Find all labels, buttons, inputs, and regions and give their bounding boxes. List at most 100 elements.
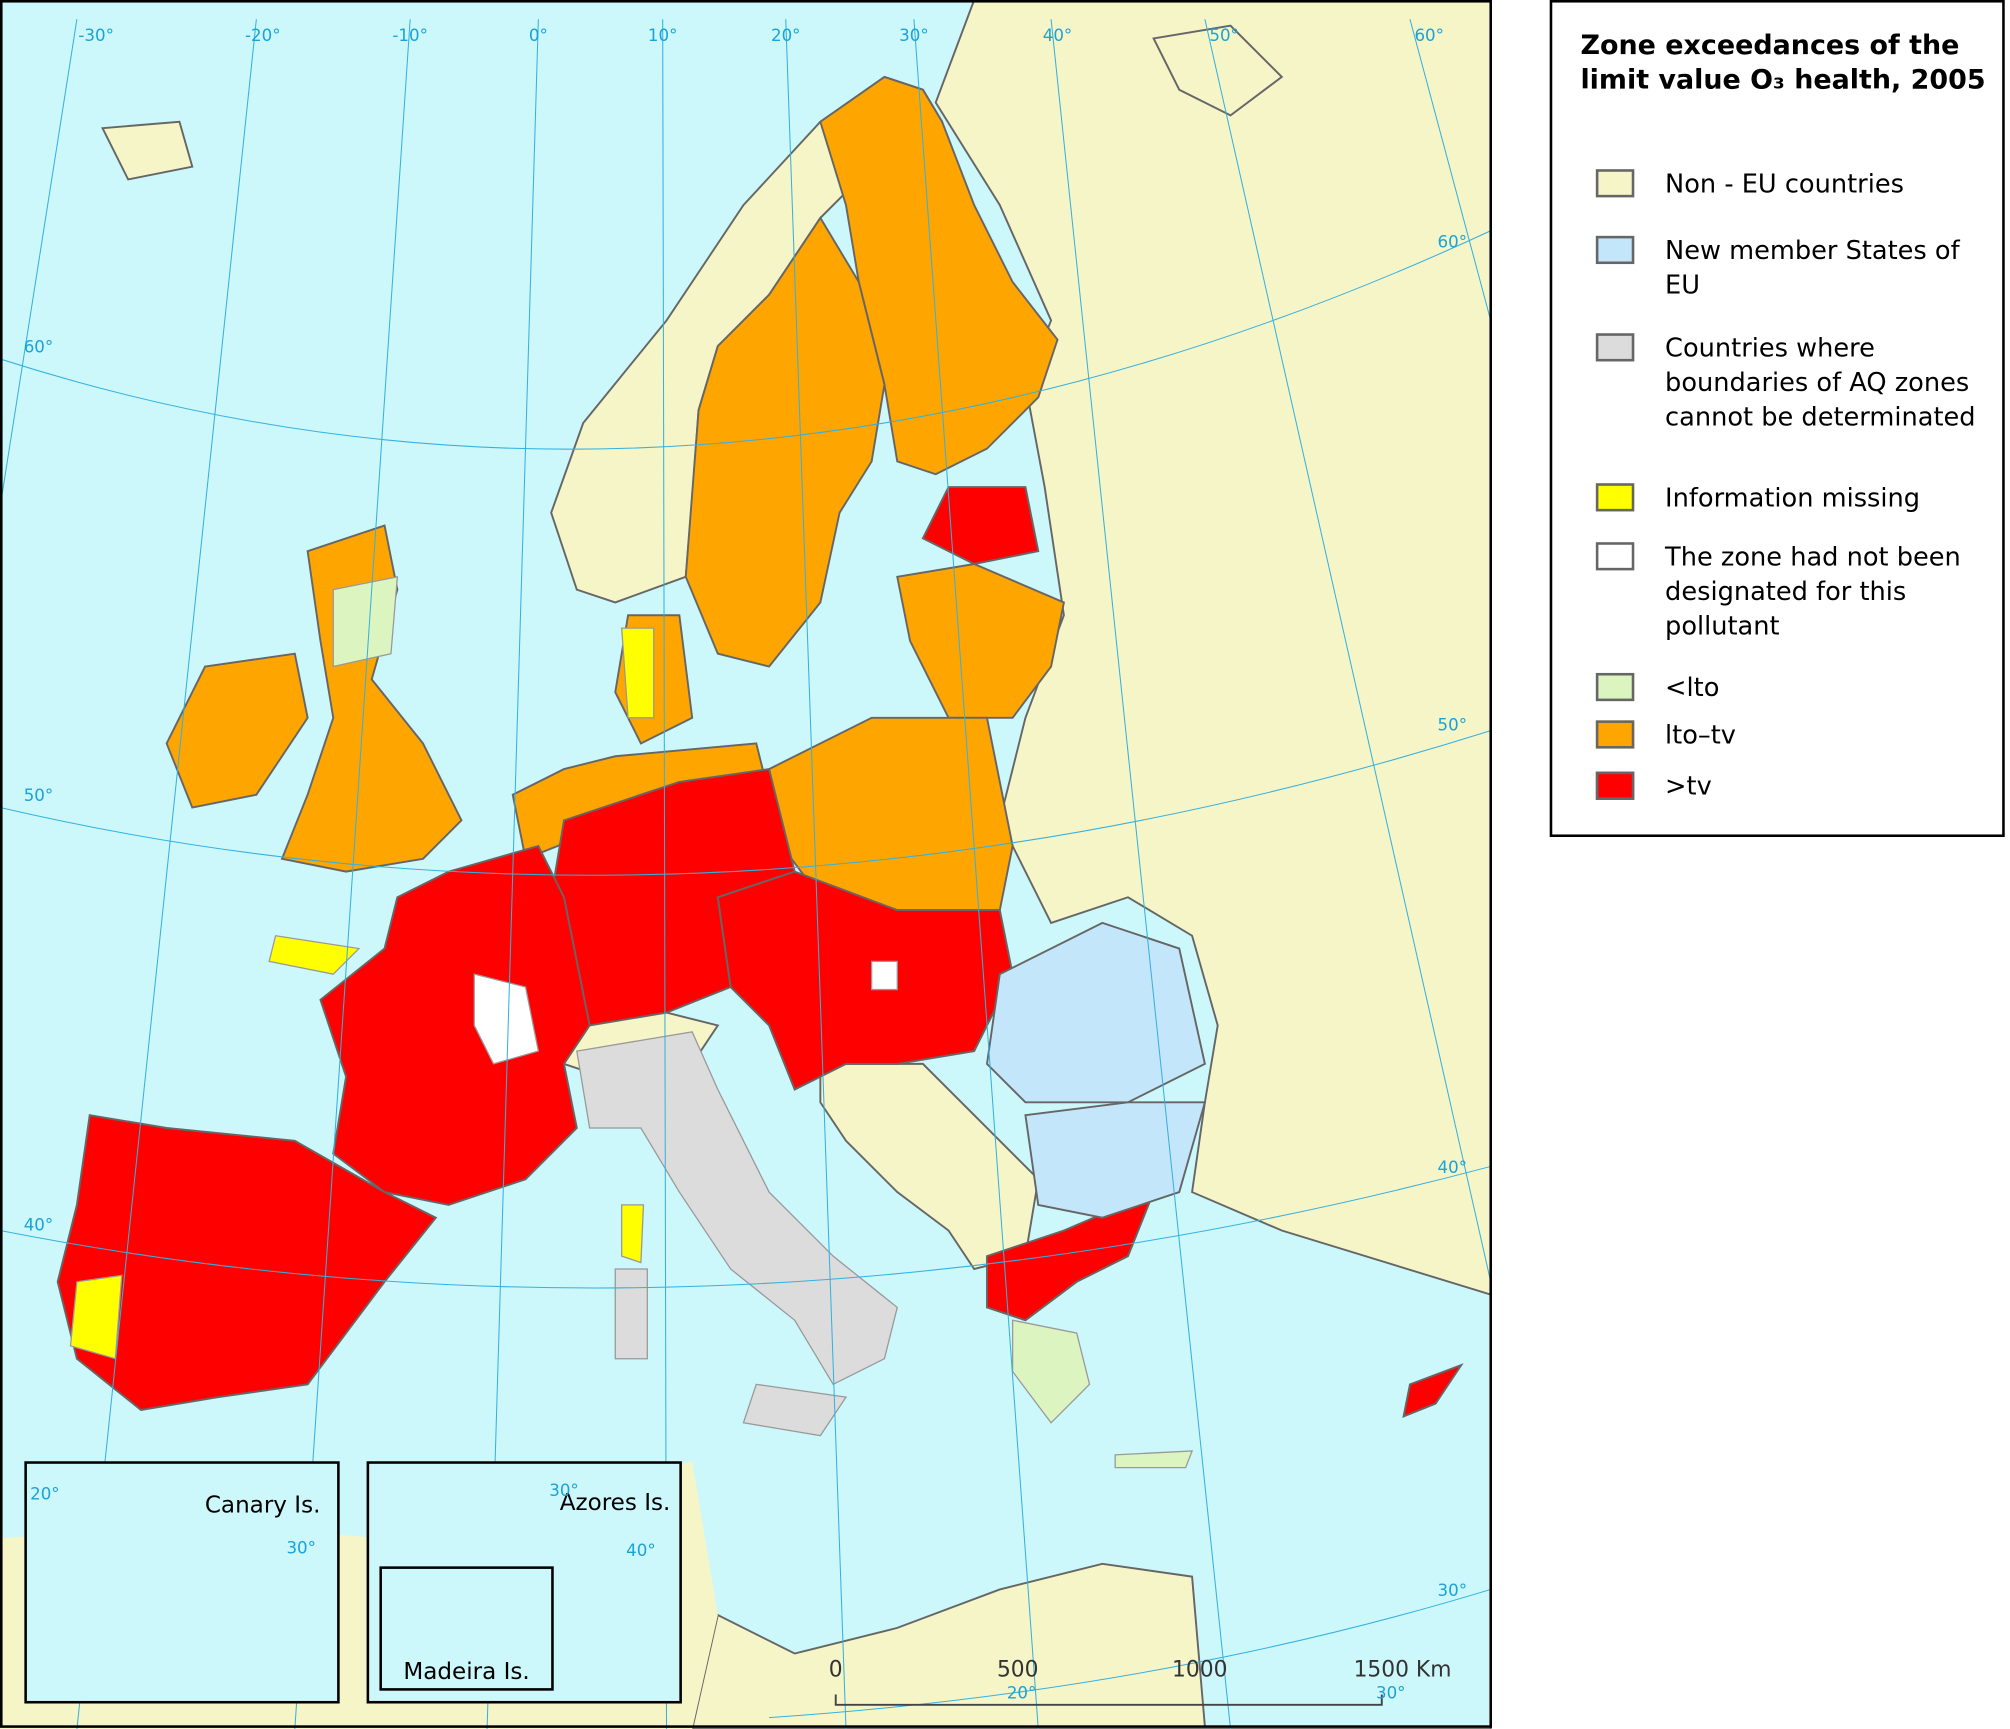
legend-label: New member States of EU: [1665, 234, 1960, 300]
inset-name: Madeira Is.: [403, 1659, 529, 1685]
graticule-shape: [0, 730, 1491, 876]
legend-swatch: [1595, 542, 1635, 571]
graticule-label: 30°: [899, 26, 929, 45]
graticule-label: -30°: [78, 26, 114, 45]
non-eu-land-shape: [1152, 24, 1284, 117]
graticule-label: 50°: [1438, 716, 1468, 735]
undetermined-zone-shape: [614, 1268, 648, 1360]
undetermined-zone-shape: [742, 1383, 848, 1437]
legend-swatch: [1595, 771, 1635, 800]
insets: [24, 1461, 682, 1704]
legend-title: Zone exceedances of the limit value O₃ h…: [1580, 29, 1986, 95]
new-member-states: [985, 921, 1207, 1219]
legend-swatch: [1595, 720, 1635, 749]
graticule-label: -20°: [245, 26, 281, 45]
graticule-label: 20°: [30, 1485, 60, 1504]
graticule-label: 40°: [1043, 26, 1073, 45]
legend-swatch: [1595, 333, 1635, 362]
inset-shape: [24, 1461, 340, 1704]
lto-tv-zones: [165, 75, 1065, 912]
legend-label: >tv: [1665, 770, 1712, 802]
undesignated-zone-shape: [473, 973, 540, 1065]
scale-label: 1000: [1172, 1658, 1227, 1683]
lto-zones: [332, 576, 1194, 1469]
legend-swatch: [1595, 169, 1635, 198]
graticule-label: 60°: [24, 337, 54, 356]
map-frame: [0, 0, 1493, 1728]
legend: Zone exceedances of the limit value O₃ h…: [1549, 0, 2005, 838]
legend-label: Countries where boundaries of AQ zones c…: [1665, 331, 1976, 432]
lto-zone-shape: [332, 576, 399, 668]
undetermined-zone-shape: [576, 1031, 898, 1386]
lto-zone-shape: [1011, 1319, 1091, 1424]
missing-info-zone-shape: [268, 934, 361, 975]
missing-info-zones: [69, 627, 655, 1360]
scale-label: 1500 Km: [1354, 1658, 1452, 1683]
scale-label: 500: [997, 1658, 1039, 1683]
new-member-state-shape: [1024, 1101, 1207, 1219]
graticule-shape: [0, 1165, 1491, 1289]
legend-label: The zone had not been designated for thi…: [1665, 540, 1961, 641]
legend-label: lto–tv: [1665, 719, 1736, 750]
tv-exceedance-zone-shape: [56, 1114, 438, 1411]
legend-label: Non - EU countries: [1665, 167, 1904, 199]
inset-shape: [379, 1566, 554, 1691]
tv-exceedance-zones: [56, 486, 1464, 1418]
graticule-label: 40°: [1438, 1158, 1468, 1177]
graticule-shape: [1050, 19, 1232, 1729]
inset-name: Canary Is.: [205, 1493, 321, 1519]
scale-bar: [834, 1694, 1383, 1706]
undesignated-zone-shape: [870, 960, 898, 991]
graticule-shape: [0, 19, 78, 512]
graticule-label: 40°: [24, 1216, 54, 1235]
graticule-label: 30°: [1376, 1683, 1406, 1702]
graticule-label: 50°: [24, 786, 54, 805]
missing-info-zone-shape: [621, 1204, 645, 1264]
missing-info-zone-shape: [69, 1274, 123, 1360]
graticule-label: 40°: [626, 1541, 656, 1560]
lto-zone-shape: [1114, 1450, 1194, 1469]
graticule-shape: [785, 19, 847, 1729]
graticule-label: 30°: [1438, 1581, 1468, 1600]
tv-exceedance-zone-shape: [319, 844, 591, 1206]
legend-label: Information missing: [1665, 481, 1921, 513]
graticule-label: 10°: [648, 26, 678, 45]
graticule-label: 30°: [286, 1539, 316, 1558]
graticule-label: 0°: [529, 26, 548, 45]
graticule-shape: [769, 1588, 1491, 1719]
graticule-shape: [1204, 19, 1492, 1282]
graticule-label: 20°: [771, 26, 801, 45]
lto-tv-zone-shape: [896, 562, 1065, 719]
graticule-shape: [0, 230, 1491, 450]
lto-tv-zone-shape: [165, 652, 309, 809]
tv-exceedance-zone-shape: [986, 1190, 1156, 1322]
undetermined-zones: [576, 1031, 898, 1437]
non-eu-land-shape: [101, 120, 194, 181]
graticule-shape: [294, 19, 411, 1729]
scale-label: 0: [829, 1658, 843, 1683]
non-eu-land-shape: [819, 1062, 1040, 1271]
lto-tv-zone-shape: [684, 216, 886, 668]
legend-swatch: [1595, 672, 1635, 702]
non-eu-land-shape: [691, 0, 1492, 1729]
graticule-shape: [913, 19, 1039, 1729]
tv-exceedance-zone-shape: [1402, 1363, 1464, 1418]
legend-swatch: [1595, 235, 1635, 265]
tv-exceedance-zone-shape: [716, 870, 1014, 1091]
graticule-label: 30°: [549, 1481, 579, 1500]
graticule-label: 60°: [1414, 26, 1444, 45]
scale-bar-shape: [834, 1694, 1383, 1706]
lto-tv-zone-shape: [280, 524, 463, 873]
graticule-shape: [1409, 19, 1492, 321]
graticule-label: 50°: [1209, 26, 1239, 45]
graticule-label: -10°: [392, 26, 428, 45]
undesignated-zones: [473, 960, 898, 1065]
inset-name: Azores Is.: [560, 1490, 671, 1516]
graticule: [0, 19, 1492, 1729]
graticule-label: 60°: [1438, 232, 1468, 251]
legend-label: <lto: [1665, 671, 1720, 703]
missing-info-zone-shape: [620, 627, 655, 719]
map: -30° -20° -10° 0° 10° 20° 30° 40° 50° 60° 60° 60° 50…: [0, 0, 1493, 1729]
